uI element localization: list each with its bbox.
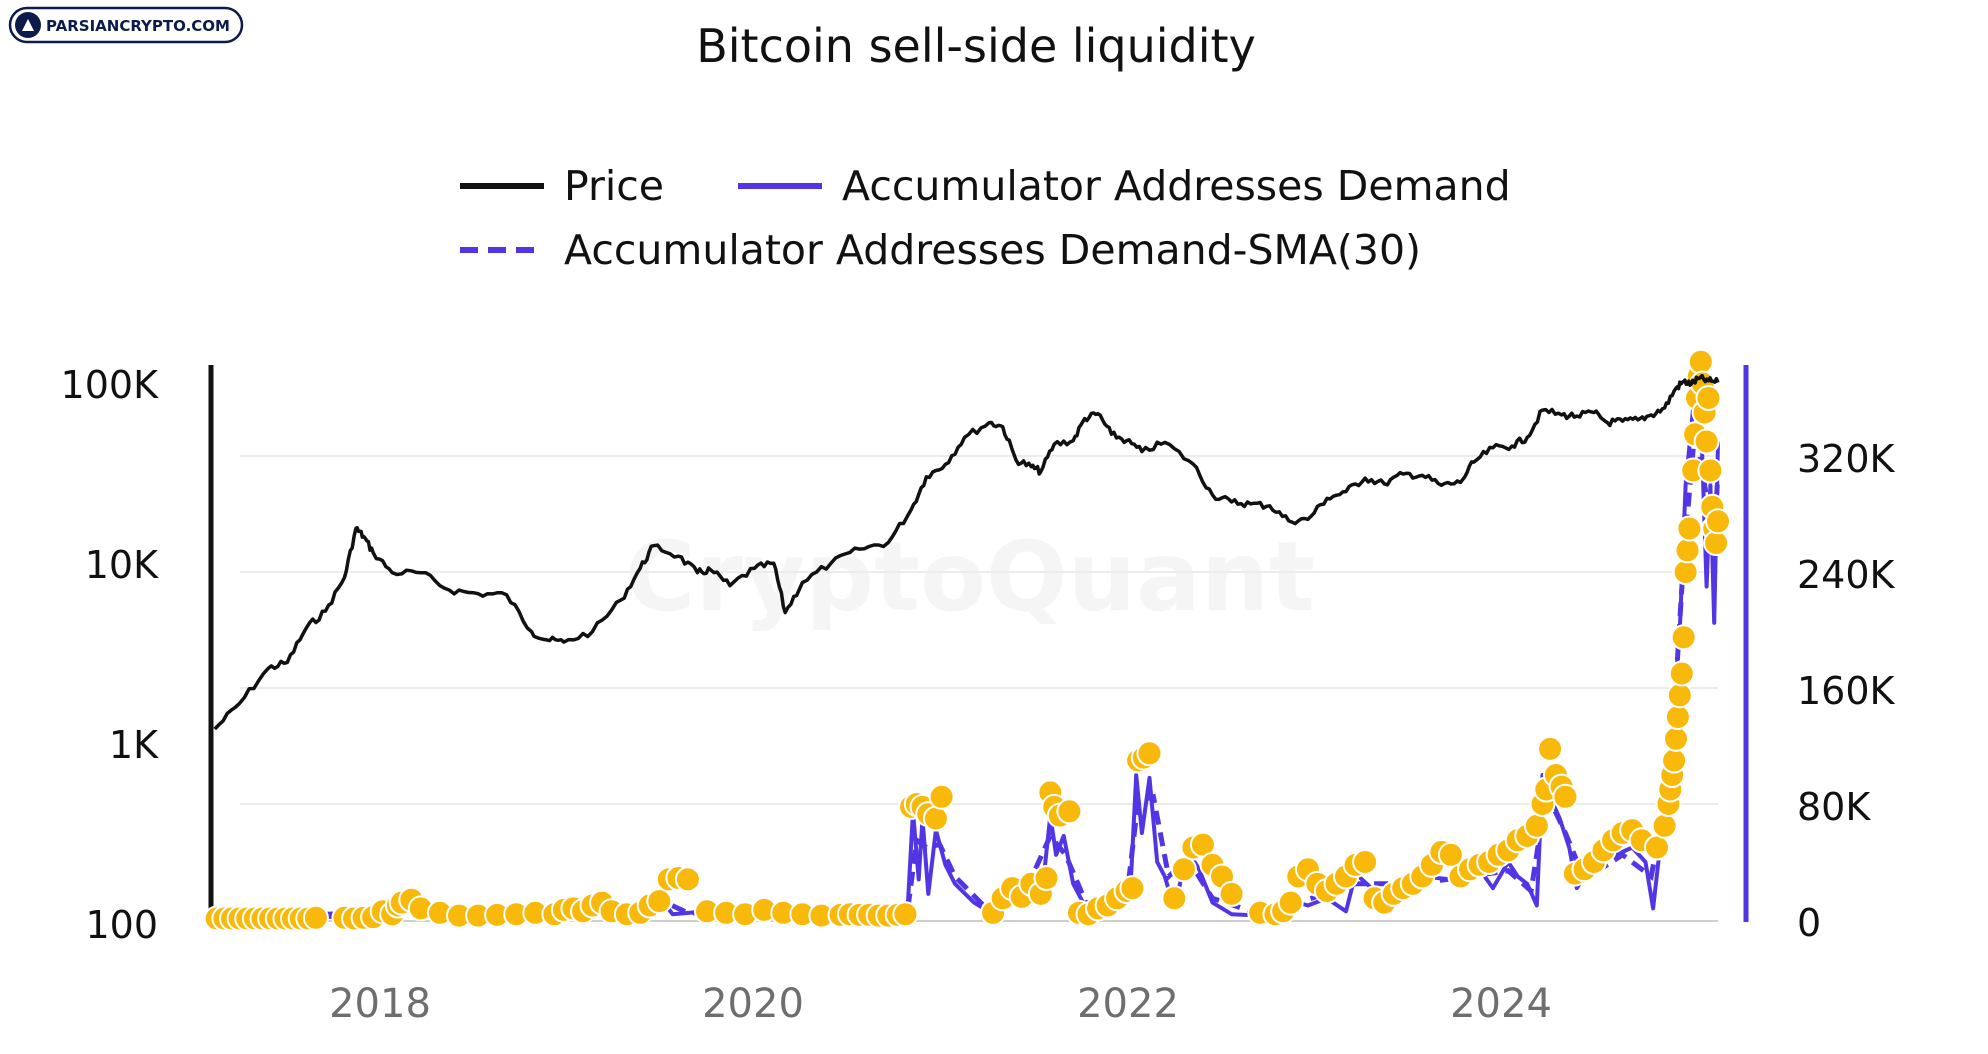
sell-side-marker — [1664, 704, 1691, 730]
y-left-tick-label: 10K — [85, 543, 159, 587]
sell-side-marker — [1056, 798, 1083, 825]
sell-side-marker — [1672, 559, 1699, 585]
sell-side-marker — [674, 866, 701, 893]
sell-side-marker — [1676, 515, 1703, 542]
sell-side-marker — [1161, 885, 1188, 912]
y-left-ticks: 100K 10K 1K 100 — [61, 363, 160, 947]
price-series-layer — [213, 373, 1720, 731]
sell-side-marker — [1644, 834, 1670, 861]
sell-side-marker — [1552, 783, 1579, 810]
legend-label-price: Price — [564, 162, 664, 210]
legend-item-price[interactable]: Price — [460, 162, 664, 210]
legend-label-sma: Accumulator Addresses Demand-SMA(30) — [564, 226, 1421, 274]
legend-label-demand: Accumulator Addresses Demand — [842, 162, 1511, 210]
x-tick-label: 2020 — [702, 981, 804, 1027]
sell-side-marker — [928, 783, 955, 810]
sell-side-marker — [1703, 530, 1730, 556]
watermark: CryptoQuant — [625, 521, 1315, 633]
legend-item-demand[interactable]: Accumulator Addresses Demand — [738, 162, 1511, 210]
sell-side-marker — [646, 888, 673, 915]
sell-side-marker — [1663, 725, 1689, 752]
sell-side-marker — [1352, 849, 1379, 875]
sell-side-marker — [1523, 812, 1550, 839]
sell-side-marker — [1033, 865, 1060, 891]
legend: Price Accumulator Addresses Demand Accum… — [460, 162, 1511, 274]
y-left-tick-label: 1K — [109, 723, 159, 767]
sell-side-marker — [922, 805, 949, 832]
sell-side-marker — [1670, 624, 1697, 651]
sell-side-marker — [1697, 457, 1724, 484]
legend-item-sma[interactable]: Accumulator Addresses Demand-SMA(30) — [460, 226, 1421, 274]
y-right-tick-label: 80K — [1797, 785, 1871, 829]
sell-side-marker — [1668, 660, 1695, 687]
sell-side-marker — [1437, 841, 1464, 868]
price-line — [213, 373, 1720, 731]
sell-side-marker — [1136, 740, 1163, 767]
sell-side-marker — [1666, 682, 1693, 709]
sell-side-marker — [1651, 812, 1678, 839]
site-badge[interactable]: PARSIANCRYPTO.COM — [8, 6, 244, 44]
demand-series-layer — [214, 367, 1720, 920]
sell-side-marker — [1119, 875, 1146, 902]
sell-side-marker — [1693, 428, 1720, 455]
y-right-tick-label: 240K — [1797, 553, 1896, 597]
sell-side-marker — [1170, 856, 1197, 883]
x-ticks: 2018 2020 2022 2024 — [329, 981, 1552, 1027]
y-right-tick-label: 0 — [1797, 901, 1821, 945]
demand-line — [214, 367, 1720, 920]
y-left-tick-label: 100 — [85, 903, 158, 947]
x-tick-label: 2024 — [1450, 981, 1552, 1027]
y-left-tick-label: 100K — [61, 363, 160, 407]
x-tick-label: 2018 — [329, 981, 431, 1027]
chart-title: Bitcoin sell-side liquidity — [696, 19, 1256, 73]
y-right-tick-label: 160K — [1797, 669, 1896, 713]
y-right-ticks: 320K 240K 160K 80K 0 — [1797, 437, 1896, 945]
gridlines — [240, 455, 1718, 805]
y-right-tick-label: 320K — [1797, 437, 1896, 481]
sell-side-marker — [1537, 735, 1564, 762]
marker-layer — [203, 348, 1731, 932]
sell-side-marker — [1674, 537, 1701, 564]
x-tick-label: 2022 — [1077, 981, 1179, 1027]
sell-side-marker — [1687, 348, 1714, 375]
sell-side-marker — [1277, 889, 1304, 916]
sell-side-marker — [1705, 508, 1731, 535]
sell-side-marker — [1218, 880, 1245, 907]
sell-side-marker — [892, 901, 919, 928]
badge-text: PARSIANCRYPTO.COM — [46, 17, 230, 35]
sell-side-marker — [1695, 385, 1722, 411]
sell-side-marker — [302, 904, 329, 931]
sell-side-marker — [1661, 747, 1688, 774]
